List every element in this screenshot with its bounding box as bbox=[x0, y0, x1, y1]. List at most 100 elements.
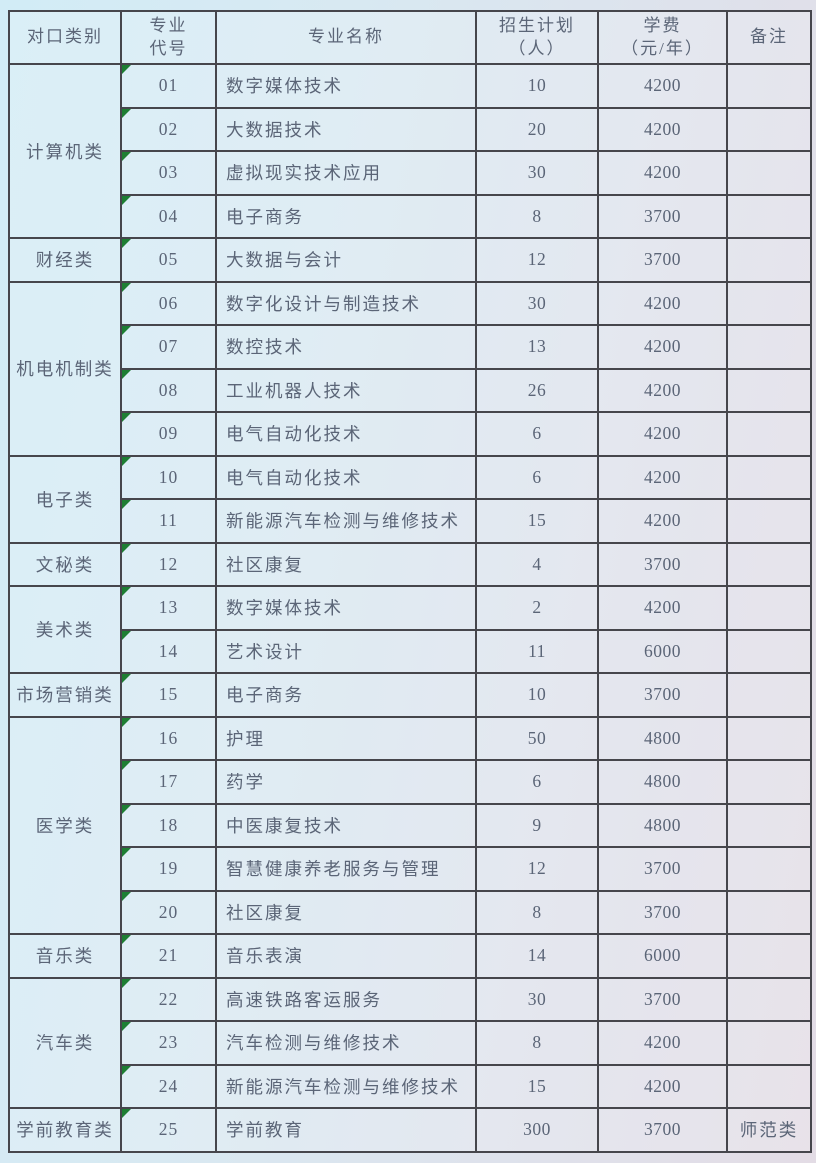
table-row: 04 电子商务 8 3700 bbox=[9, 193, 812, 239]
major-name-cell: 电子商务 bbox=[215, 672, 477, 718]
table-row: 11 新能源汽车检测与维修技术 15 4200 bbox=[9, 498, 812, 544]
green-corner-marker-icon bbox=[123, 848, 131, 857]
enrollment-plan-cell: 26 bbox=[475, 367, 599, 413]
major-code-cell-text: 07 bbox=[158, 336, 179, 357]
table-row: 音乐类 21 音乐表演 14 6000 bbox=[8, 933, 812, 979]
major-name-cell-text: 大数据与会计 bbox=[226, 250, 343, 271]
major-name-cell-text: 电子商务 bbox=[226, 206, 304, 227]
major-code-cell-text: 01 bbox=[158, 75, 179, 96]
tuition-cell: 4200 bbox=[597, 106, 728, 152]
major-name-cell-text: 智慧健康养老服务与管理 bbox=[226, 859, 441, 880]
green-corner-marker-icon bbox=[123, 718, 131, 727]
tuition-cell-text: 3700 bbox=[644, 988, 681, 1009]
major-code-cell: 11 bbox=[120, 498, 217, 544]
tuition-cell: 6000 bbox=[597, 933, 728, 979]
major-name-cell: 虚拟现实技术应用 bbox=[215, 150, 477, 196]
remark-cell bbox=[726, 193, 812, 239]
enrollment-plan-cell: 50 bbox=[475, 715, 599, 761]
tuition-cell: 3700 bbox=[597, 889, 728, 935]
enrollment-plan-cell-text: 20 bbox=[527, 118, 547, 139]
enrollment-plan-cell-text: 4 bbox=[532, 553, 542, 574]
major-name-cell: 药学 bbox=[215, 759, 477, 805]
green-corner-marker-icon bbox=[123, 239, 131, 248]
major-code-cell-text: 05 bbox=[158, 249, 179, 270]
major-code-cell: 23 bbox=[120, 1020, 217, 1066]
table-row: 文秘类 12 社区康复 4 3700 bbox=[8, 541, 812, 587]
table-row: 02 大数据技术 20 4200 bbox=[9, 106, 812, 152]
major-name-cell: 音乐表演 bbox=[215, 933, 477, 979]
major-name-cell-text: 高速铁路客运服务 bbox=[226, 989, 382, 1010]
major-name-cell: 社区康复 bbox=[215, 541, 477, 587]
header-major-code: 专业 代号 bbox=[120, 10, 217, 65]
enrollment-plan-cell-text: 8 bbox=[532, 1032, 542, 1053]
table-header: 对口类别 专业 代号 专业名称 招生计划 （人） 学费 （元/年） 备注 bbox=[8, 10, 812, 65]
remark-cell bbox=[726, 106, 812, 152]
tuition-cell-text: 6000 bbox=[644, 640, 681, 661]
remark-cell bbox=[726, 367, 812, 413]
major-code-cell-text: 12 bbox=[158, 553, 179, 574]
major-code-cell-text: 24 bbox=[158, 1075, 179, 1096]
remark-cell bbox=[726, 1063, 812, 1109]
major-name-cell-text: 新能源汽车检测与维修技术 bbox=[226, 1076, 460, 1097]
major-code-cell-text: 14 bbox=[158, 640, 179, 661]
table-row: 医学类 16 护理 50 4800 bbox=[8, 715, 812, 935]
major-code-cell: 20 bbox=[120, 889, 217, 935]
major-code-cell: 06 bbox=[120, 280, 217, 326]
major-code-cell-text: 23 bbox=[158, 1032, 179, 1053]
remark-cell bbox=[726, 759, 812, 805]
major-code-cell: 22 bbox=[120, 976, 217, 1022]
table-row: 03 虚拟现实技术应用 30 4200 bbox=[9, 150, 812, 196]
tuition-cell-text: 3700 bbox=[644, 684, 681, 705]
tuition-cell-text: 4200 bbox=[644, 466, 681, 487]
major-name-cell: 数控技术 bbox=[215, 324, 477, 370]
category-cell: 市场营销类 bbox=[8, 672, 122, 718]
remark-cell bbox=[726, 976, 812, 1022]
enrollment-plan-cell-text: 10 bbox=[527, 684, 547, 705]
tuition-cell-text: 4800 bbox=[644, 727, 681, 748]
enrollment-plan-cell-text: 8 bbox=[532, 901, 542, 922]
major-name-cell: 新能源汽车检测与维修技术 bbox=[215, 1063, 477, 1109]
tuition-cell: 4800 bbox=[597, 759, 728, 805]
green-corner-marker-icon bbox=[123, 631, 131, 640]
tuition-cell: 3700 bbox=[597, 846, 728, 892]
major-code-cell-text: 03 bbox=[158, 162, 179, 183]
enrollment-plan-cell: 12 bbox=[475, 237, 599, 283]
green-corner-marker-icon bbox=[123, 587, 131, 596]
enrollment-plan-cell: 6 bbox=[475, 411, 599, 457]
major-code-cell-text: 13 bbox=[158, 597, 179, 618]
table-row: 24 新能源汽车检测与维修技术 15 4200 bbox=[9, 1063, 812, 1109]
tuition-cell-text: 4200 bbox=[644, 1075, 681, 1096]
green-corner-marker-icon bbox=[123, 152, 131, 161]
major-name-cell: 社区康复 bbox=[215, 889, 477, 935]
major-name-cell: 高速铁路客运服务 bbox=[215, 976, 477, 1022]
table-row: 电子类 10 电气自动化技术 6 4200 bbox=[8, 454, 812, 544]
tuition-cell-text: 3700 bbox=[644, 901, 681, 922]
green-corner-marker-icon bbox=[123, 109, 131, 118]
remark-cell bbox=[726, 846, 812, 892]
tuition-cell-text: 4200 bbox=[644, 1032, 681, 1053]
tuition-cell-text: 4800 bbox=[644, 814, 681, 835]
major-code-cell-text: 25 bbox=[158, 1119, 179, 1140]
table-row: 汽车类 22 高速铁路客运服务 30 3700 bbox=[8, 976, 812, 1109]
remark-cell bbox=[726, 628, 812, 674]
enrollment-plan-cell-text: 300 bbox=[523, 1119, 551, 1140]
green-corner-marker-icon bbox=[123, 413, 131, 422]
major-code-cell: 24 bbox=[120, 1063, 217, 1109]
major-code-cell-text: 22 bbox=[158, 988, 179, 1009]
major-code-cell: 08 bbox=[120, 367, 217, 413]
enrollment-plan-cell: 10 bbox=[475, 672, 599, 718]
tuition-cell: 3700 bbox=[597, 1107, 728, 1153]
table-row: 财经类 05 大数据与会计 12 3700 bbox=[8, 237, 812, 283]
admissions-table: 对口类别 专业 代号 专业名称 招生计划 （人） 学费 （元/年） 备注 计算机… bbox=[8, 10, 812, 1153]
remark-cell bbox=[726, 672, 812, 718]
major-code-cell: 21 bbox=[120, 933, 217, 979]
table-body: 计算机类 01 数字媒体技术 10 4200 02 大数据技术 20 4200 03 虚拟现实技术应… bbox=[8, 63, 812, 1153]
category-cell: 汽车类 bbox=[8, 976, 122, 1109]
major-name-cell: 电子商务 bbox=[215, 193, 477, 239]
table-row: 14 艺术设计 11 6000 bbox=[9, 628, 812, 674]
tuition-cell-text: 4200 bbox=[644, 162, 681, 183]
enrollment-plan-cell-text: 50 bbox=[527, 727, 547, 748]
enrollment-plan-cell-text: 9 bbox=[532, 814, 542, 835]
remark-cell bbox=[726, 889, 812, 935]
green-corner-marker-icon bbox=[123, 761, 131, 770]
